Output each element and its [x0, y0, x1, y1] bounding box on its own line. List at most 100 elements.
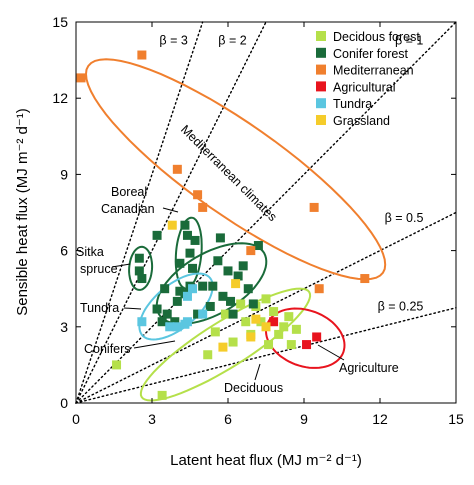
point-conifer-forest	[193, 309, 203, 319]
legend-swatch-grassland	[316, 115, 326, 125]
point-tundra	[188, 284, 198, 294]
legend-swatch-mediterranean	[316, 64, 326, 75]
point-conifer-forest	[218, 291, 228, 301]
point-conifer-forest	[248, 299, 258, 309]
point-decidous-forest	[228, 337, 238, 347]
reference-line-label-3: β = 3	[159, 34, 187, 48]
point-conifer-forest	[238, 261, 248, 271]
point-decidous-forest	[236, 299, 246, 309]
point-conifer-forest	[215, 233, 225, 243]
point-tundra	[182, 317, 192, 327]
legend-label-mediterranean: Mediterranean	[333, 64, 414, 78]
point-decidous-forest	[210, 327, 220, 337]
x-tick-label: 12	[372, 411, 388, 427]
point-decidous-forest	[286, 340, 296, 350]
point-decidous-forest	[269, 307, 279, 317]
point-conifer-forest	[185, 248, 195, 258]
legend-label-tundra: Tundra	[333, 97, 372, 111]
point-conifer-forest	[228, 309, 238, 319]
annotation-tundra: Tundra	[80, 301, 119, 315]
point-conifer-forest	[152, 304, 162, 314]
x-axis-title: Latent heat flux (MJ m⁻² d⁻¹)	[170, 452, 362, 469]
point-mediterranean	[314, 284, 324, 294]
point-tundra	[198, 309, 208, 319]
point-conifer-forest	[213, 256, 223, 266]
legend-swatch-decidous-forest	[316, 31, 326, 41]
point-conifer-forest	[253, 241, 263, 251]
point-conifer-forest	[190, 235, 200, 245]
annotation-agriculture: Agriculture	[339, 361, 399, 375]
annotation-tundra-leader	[123, 307, 142, 310]
y-tick-label: 3	[60, 319, 68, 335]
y-tick-label: 0	[60, 395, 68, 411]
point-conifer-forest	[162, 309, 172, 319]
legend-swatch-conifer-forest	[316, 47, 326, 58]
reference-line-labels: β = 3 β = 2 β = 1 β = 0.5 β = 0.25	[159, 34, 423, 314]
reference-line-label-2: β = 2	[218, 34, 246, 48]
ellipse-tundra	[138, 272, 214, 341]
annotation-mediterranean-climates: Mediterranean climates	[178, 122, 280, 224]
point-decidous-forest	[279, 322, 289, 332]
point-decidous-forest	[157, 390, 167, 400]
point-conifer-forest	[226, 296, 236, 306]
reference-line-0-5	[75, 211, 457, 404]
point-tundra	[172, 322, 182, 332]
point-decidous-forest	[264, 340, 274, 350]
point-decidous-forest	[261, 294, 271, 304]
point-conifer-forest	[137, 274, 147, 284]
point-decidous-forest	[291, 324, 301, 334]
axis-ticks: 0 3 6 9 12 15 0 3 6 9 12 15	[52, 14, 464, 427]
x-tick-label: 15	[448, 411, 464, 427]
point-mediterranean	[246, 246, 256, 256]
point-mediterranean	[309, 202, 319, 212]
point-tundra	[165, 322, 175, 332]
point-conifer-forest	[205, 301, 215, 311]
reference-line-label-0-5: β = 0.5	[385, 211, 424, 225]
y-axis-title: Sensible heat flux (MJ m⁻² d⁻¹)	[14, 108, 31, 316]
point-decidous-forest	[203, 350, 213, 360]
x-tick-label: 9	[300, 411, 308, 427]
annotation-boreal-leader	[162, 207, 179, 213]
ellipse-mediterranean	[84, 58, 387, 281]
point-mediterranean	[360, 274, 370, 284]
x-tick-label: 3	[148, 411, 156, 427]
point-mediterranean	[76, 73, 86, 83]
point-decidous-forest	[241, 317, 251, 327]
legend: Decidous forest Conifer forest Mediterrane…	[316, 30, 420, 128]
point-grassland	[261, 322, 271, 332]
point-conifer-forest	[134, 266, 144, 276]
annotation-boreal: Boreal	[111, 185, 147, 199]
x-tick-label: 6	[224, 411, 232, 427]
y-tick-label: 9	[60, 166, 68, 182]
x-tick-label: 0	[72, 411, 80, 427]
data-points	[76, 50, 370, 400]
point-conifer-forest	[208, 281, 218, 291]
annotation-conifers: Conifers	[84, 342, 131, 356]
reference-line-1	[75, 21, 457, 404]
point-conifer-forest	[188, 263, 198, 273]
legend-label-agricultural: Agricultural	[333, 80, 396, 94]
point-agricultural	[302, 340, 312, 350]
annotation-agriculture-leader	[317, 344, 345, 361]
annotation-sitka: Sitka	[76, 245, 104, 259]
point-conifer-forest	[175, 258, 185, 268]
point-mediterranean	[172, 164, 182, 174]
point-conifer-forest	[175, 286, 185, 296]
point-grassland	[218, 342, 228, 352]
legend-label-grassland: Grassland	[333, 114, 390, 128]
annotation-canadian: Canadian	[101, 202, 155, 216]
legend-swatch-tundra	[316, 98, 326, 109]
legend-swatch-agricultural	[316, 81, 326, 92]
point-conifer-forest	[180, 220, 190, 230]
reference-line-label-1: β = 1	[395, 34, 423, 48]
point-tundra	[182, 291, 192, 301]
point-decidous-forest	[256, 317, 266, 327]
point-mediterranean	[198, 202, 208, 212]
point-decidous-forest	[112, 360, 122, 370]
point-conifer-forest	[172, 296, 182, 306]
point-decidous-forest	[284, 312, 294, 322]
point-mediterranean	[193, 190, 203, 200]
point-conifer-forest	[223, 266, 233, 276]
point-conifer-forest	[157, 317, 167, 327]
